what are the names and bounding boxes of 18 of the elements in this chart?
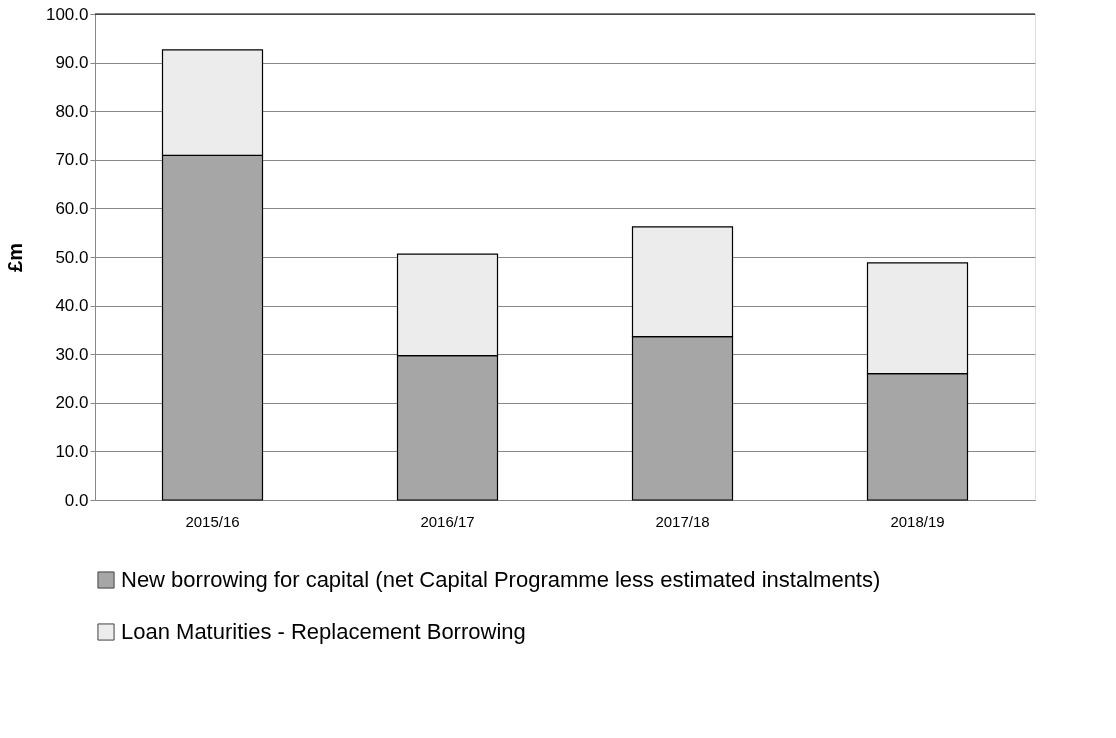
y-tick-label: 80.0	[55, 101, 89, 121]
y-tick-label: 10.0	[55, 441, 89, 461]
x-tick-label: 2018/19	[890, 512, 945, 530]
legend-label: Loan Maturities - Replacement Borrowing	[121, 619, 526, 644]
x-tick-label: 2016/17	[420, 512, 475, 530]
y-tick-label: 60.0	[55, 198, 89, 218]
y-tick-label: 90.0	[55, 53, 89, 73]
y-tick-label: 100.0	[45, 4, 89, 24]
y-tick-label: 0.0	[64, 490, 89, 510]
y-tick-label: 20.0	[55, 393, 89, 413]
legend-label: New borrowing for capital (net Capital Programme less estimated instalments)	[121, 567, 881, 592]
y-tick-label: 40.0	[55, 296, 89, 316]
y-axis-title: £m	[3, 243, 26, 272]
y-tick-label: 70.0	[55, 150, 89, 170]
x-tick-label: 2017/18	[655, 512, 710, 530]
y-tick-label: 30.0	[55, 344, 89, 364]
x-tick-label: 2015/16	[185, 512, 240, 530]
y-tick-label: 50.0	[55, 247, 89, 267]
